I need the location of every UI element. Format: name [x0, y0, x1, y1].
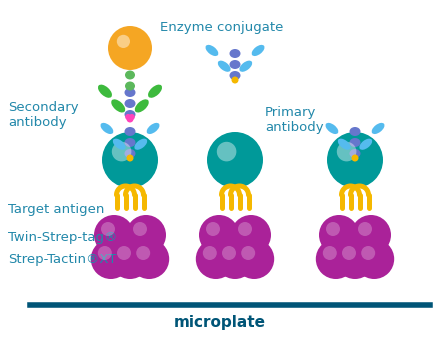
Circle shape	[126, 215, 166, 255]
Ellipse shape	[350, 138, 360, 147]
Ellipse shape	[135, 99, 149, 113]
Ellipse shape	[338, 139, 351, 150]
Circle shape	[127, 154, 134, 162]
Circle shape	[238, 222, 252, 236]
Circle shape	[319, 215, 359, 255]
Ellipse shape	[359, 139, 372, 150]
Circle shape	[358, 222, 372, 236]
Ellipse shape	[325, 123, 338, 134]
Circle shape	[112, 142, 131, 162]
Circle shape	[129, 239, 169, 279]
Circle shape	[335, 239, 375, 279]
Circle shape	[127, 116, 134, 122]
Circle shape	[232, 76, 239, 84]
Text: Target antigen: Target antigen	[8, 204, 105, 217]
Circle shape	[326, 222, 340, 236]
Circle shape	[327, 132, 383, 188]
Ellipse shape	[229, 60, 240, 69]
Circle shape	[136, 246, 150, 260]
Circle shape	[101, 222, 115, 236]
Ellipse shape	[124, 138, 135, 147]
Text: Strep-Tactin®XT: Strep-Tactin®XT	[8, 254, 116, 267]
Ellipse shape	[239, 61, 252, 72]
Ellipse shape	[206, 45, 218, 56]
Circle shape	[196, 239, 236, 279]
Ellipse shape	[135, 139, 147, 150]
Circle shape	[110, 239, 150, 279]
Ellipse shape	[124, 88, 135, 97]
Circle shape	[217, 142, 236, 162]
Circle shape	[133, 222, 147, 236]
Circle shape	[199, 215, 239, 255]
Circle shape	[91, 239, 131, 279]
Circle shape	[94, 215, 134, 255]
Ellipse shape	[101, 123, 113, 134]
Ellipse shape	[372, 123, 385, 134]
Circle shape	[108, 26, 152, 70]
Circle shape	[129, 114, 135, 120]
Circle shape	[354, 239, 394, 279]
Ellipse shape	[148, 85, 162, 98]
Ellipse shape	[113, 139, 126, 150]
Circle shape	[241, 246, 255, 260]
Ellipse shape	[218, 61, 231, 72]
Ellipse shape	[125, 70, 135, 80]
Circle shape	[337, 142, 356, 162]
Text: Secondary
antibody: Secondary antibody	[8, 101, 78, 129]
Ellipse shape	[111, 99, 125, 113]
Circle shape	[351, 154, 359, 162]
Circle shape	[117, 246, 131, 260]
Text: microplate: microplate	[174, 314, 266, 329]
Ellipse shape	[124, 149, 135, 158]
Text: Enzyme conjugate: Enzyme conjugate	[160, 21, 284, 34]
Ellipse shape	[124, 110, 135, 119]
Circle shape	[102, 132, 158, 188]
Ellipse shape	[124, 99, 135, 108]
Ellipse shape	[124, 127, 135, 136]
Circle shape	[361, 246, 375, 260]
Circle shape	[231, 215, 271, 255]
Circle shape	[234, 239, 274, 279]
Ellipse shape	[350, 127, 360, 136]
Ellipse shape	[350, 149, 360, 158]
Circle shape	[117, 35, 130, 48]
Circle shape	[316, 239, 356, 279]
Circle shape	[323, 246, 337, 260]
Circle shape	[342, 246, 356, 260]
Circle shape	[125, 114, 131, 120]
Circle shape	[215, 239, 255, 279]
Ellipse shape	[125, 82, 135, 90]
Ellipse shape	[252, 45, 265, 56]
Circle shape	[351, 215, 391, 255]
Text: Twin-Strep-tag®: Twin-Strep-tag®	[8, 232, 117, 244]
Circle shape	[222, 246, 236, 260]
Text: Primary
antibody: Primary antibody	[265, 106, 324, 134]
Circle shape	[203, 246, 217, 260]
Ellipse shape	[147, 123, 160, 134]
Ellipse shape	[229, 71, 240, 80]
Ellipse shape	[98, 85, 112, 98]
Circle shape	[98, 246, 112, 260]
Circle shape	[207, 132, 263, 188]
Circle shape	[206, 222, 220, 236]
Ellipse shape	[229, 49, 240, 58]
